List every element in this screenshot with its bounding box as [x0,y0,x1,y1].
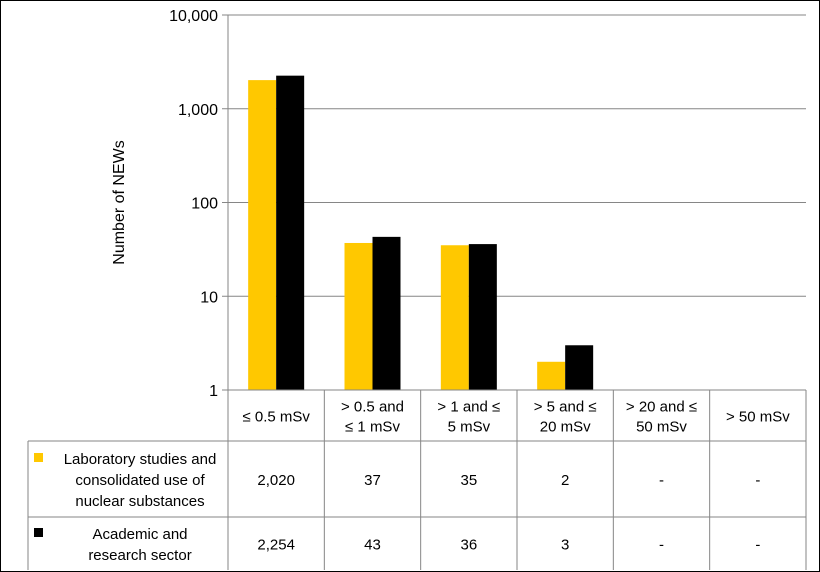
data-table-value: - [659,472,664,489]
bar [565,345,594,390]
y-tick-label: 1 [209,383,218,400]
data-table-value: - [755,537,760,554]
legend-key [34,453,43,462]
category-label: > 20 and ≤ [626,399,697,416]
bar [344,242,373,390]
data-table-value: 2,020 [257,472,295,489]
category-label: 50 mSv [636,419,687,436]
bar [440,245,469,390]
legend-label: research sector [88,547,191,564]
bar [372,236,401,390]
y-axis-title: Number of NEWs [111,140,128,264]
y-tick-label: 10 [200,289,218,306]
data-table-value: 3 [561,537,569,554]
data-table-value: 36 [460,537,477,554]
category-label: ≤ 1 mSv [345,419,400,436]
data-table-value: - [659,537,664,554]
legend-label: nuclear substances [75,493,204,510]
y-tick-label: 100 [191,196,218,213]
data-table-value: - [755,472,760,489]
data-table-value: 35 [460,472,477,489]
category-label: > 5 and ≤ [534,399,597,416]
y-tick-label: 10,000 [169,8,218,25]
category-label: 5 mSv [448,419,491,436]
bar [468,244,497,390]
bar [248,80,277,391]
data-table-value: 2,254 [257,537,295,554]
category-label: > 1 and ≤ [437,399,500,416]
category-label: > 0.5 and [341,399,404,416]
y-tick-label: 1,000 [178,102,218,119]
legend-label: Academic and [92,526,187,543]
category-label: ≤ 0.5 mSv [242,409,310,426]
data-table-value: 43 [364,537,381,554]
category-label: 20 mSv [540,419,591,436]
data-table-value: 2 [561,472,569,489]
legend-key [34,528,43,537]
bar [276,75,305,390]
legend-label: consolidated use of [75,472,205,489]
data-table-value: 37 [364,472,381,489]
bar [537,361,566,390]
category-label: > 50 mSv [726,409,790,426]
legend-label: Laboratory studies and [64,451,217,468]
